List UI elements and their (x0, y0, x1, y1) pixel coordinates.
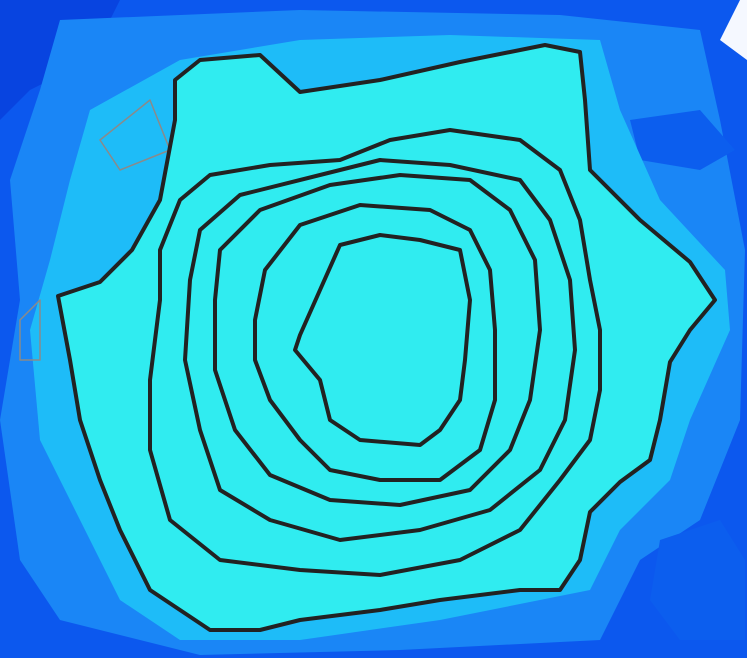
corner (720, 0, 747, 60)
contour-line (183, 158, 577, 542)
grid-contour (19, 299, 41, 361)
contour-line (148, 128, 602, 577)
contour-line (293, 233, 472, 447)
contour-line (253, 203, 497, 482)
blue-pocket (630, 110, 735, 170)
contour-line (213, 173, 542, 507)
blue-pocket (650, 520, 745, 640)
